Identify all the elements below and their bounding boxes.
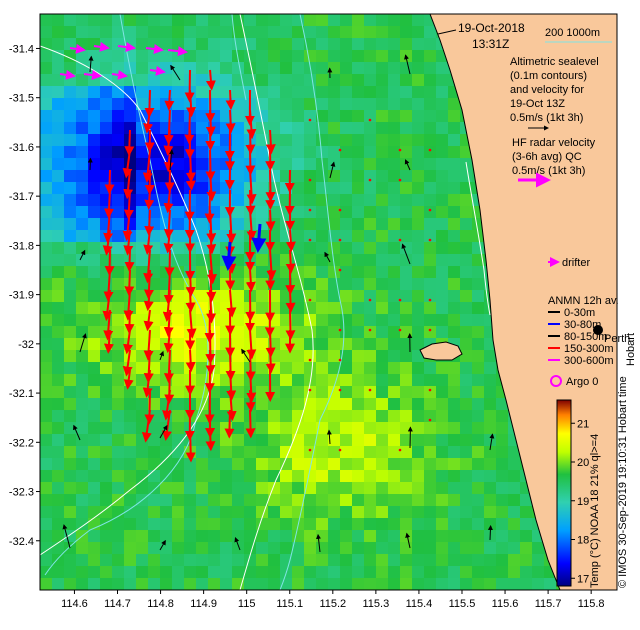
- colorbar-tick-label: 17: [577, 573, 589, 585]
- anmn-moorings: [221, 223, 603, 335]
- altimetry-legend: Altimetric sealevel (0.1m contours) and ve…: [510, 56, 599, 124]
- x-tick-label: 115.2: [319, 598, 346, 610]
- x-tick-label: 114.7: [104, 598, 131, 610]
- anmn-legend-label: 0-30m: [564, 307, 595, 319]
- altimetry-legend-line: 0.5m/s (1kt 3h): [510, 112, 583, 124]
- y-tick-label: -32.4: [9, 536, 34, 548]
- colorbar-tick-label: 20: [577, 457, 589, 469]
- drifter-tracks: [59, 41, 188, 80]
- y-axis: -31.4 -31.5 -31.6 -31.7 -31.8 -31.9 -32 -32.1 -3…: [9, 43, 40, 548]
- x-tick-label: 115.8: [578, 598, 605, 610]
- x-tick-label: 115.7: [535, 598, 562, 610]
- altimetry-legend-line: (0.1m contours): [510, 70, 587, 82]
- hobart-label: Hobart: [625, 333, 637, 366]
- x-tick-label: 114.9: [190, 598, 217, 610]
- y-tick-label: -32.3: [9, 487, 34, 499]
- y-tick-label: -32.2: [9, 437, 34, 449]
- argo-legend-marker: [550, 375, 562, 387]
- map-date: 19-Oct-2018: [458, 21, 525, 35]
- x-tick-label: 115.4: [406, 598, 433, 610]
- altimetry-vectors: [62, 54, 495, 553]
- altimetry-legend-line: Altimetric sealevel: [510, 56, 599, 68]
- depth-legend: 200 1000m: [545, 27, 600, 39]
- map-title: 19-Oct-2018 13:31Z: [437, 21, 525, 51]
- credit-line: © IMOS 30-Sep-2019 19:10:31 Hobart time: [617, 376, 629, 588]
- anmn-legend-label: 300-600m: [564, 355, 614, 367]
- altimetry-legend-line: 19-Oct 13Z: [510, 98, 565, 110]
- anmn-legend-label: 80-150m: [564, 331, 607, 343]
- y-tick-label: -31.9: [9, 290, 34, 302]
- hf-legend-line: 0.5m/s (1kt 3h): [512, 165, 585, 177]
- x-axis: 114.6 114.7 114.8 114.9 115 115.1 115.2 115.3 11…: [61, 590, 605, 610]
- x-tick-label: 115.3: [363, 598, 390, 610]
- colorbar-tick-label: 19: [577, 496, 589, 508]
- colorbar-tick-label: 21: [577, 418, 589, 430]
- colorbar-ticks: 17 18 19 20 21: [571, 418, 589, 585]
- x-tick-label: 114.8: [147, 598, 174, 610]
- y-tick-label: -31.4: [9, 43, 34, 55]
- perth-label: Perth: [604, 333, 630, 345]
- hf-radar-legend: HF radar velocity (3-6h avg) QC 0.5m/s (1k…: [512, 137, 596, 177]
- x-tick-label: 115.5: [449, 598, 476, 610]
- anmn-legend-label: 150-300m: [564, 343, 614, 355]
- colorbar: [556, 399, 572, 587]
- drifter-legend-label: drifter: [562, 257, 590, 269]
- x-tick-label: 115.1: [276, 598, 303, 610]
- colorbar-title: Temp (°C) NOAA 18 21% ql>=4: [589, 434, 601, 588]
- rottnest-island: [419, 341, 463, 361]
- y-tick-label: -31.8: [9, 240, 34, 252]
- y-tick-label: -32: [18, 339, 34, 351]
- argo-legend-label: Argo 0: [566, 376, 598, 388]
- altimetry-legend-line: and velocity for: [510, 84, 584, 96]
- plot-frame: [39, 13, 618, 591]
- x-tick-label: 115.6: [492, 598, 519, 610]
- colorbar-tick-label: 18: [577, 535, 589, 547]
- anmn-legend-label: 30-80m: [564, 319, 601, 331]
- x-tick-label: 115: [238, 598, 256, 610]
- y-tick-label: -31.5: [9, 93, 34, 105]
- y-tick-label: -32.1: [9, 388, 34, 400]
- y-tick-label: -31.6: [9, 142, 34, 154]
- hf-legend-line: (3-6h avg) QC: [512, 151, 582, 163]
- hf-legend-line: HF radar velocity: [512, 137, 596, 149]
- hf-radar-vectors: [102, 69, 432, 463]
- anmn-legend-title: ANMN 12h av.: [548, 295, 619, 307]
- x-tick-label: 114.6: [61, 598, 88, 610]
- map-time: 13:31Z: [472, 37, 509, 51]
- y-tick-label: -31.7: [9, 191, 34, 203]
